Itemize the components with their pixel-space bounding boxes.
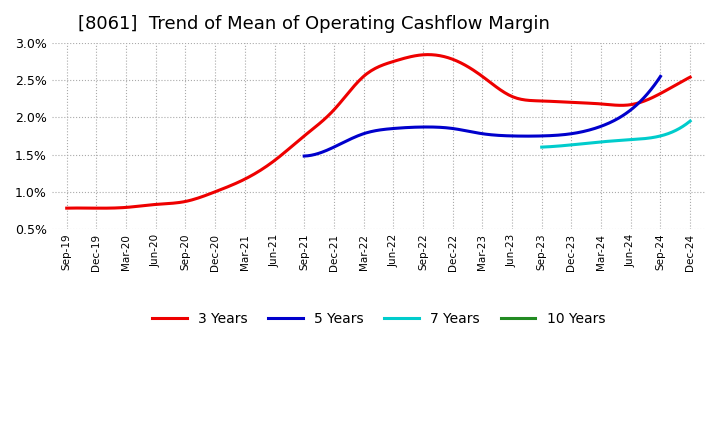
Text: [8061]  Trend of Mean of Operating Cashflow Margin: [8061] Trend of Mean of Operating Cashfl… bbox=[78, 15, 550, 33]
Legend: 3 Years, 5 Years, 7 Years, 10 Years: 3 Years, 5 Years, 7 Years, 10 Years bbox=[146, 307, 611, 332]
